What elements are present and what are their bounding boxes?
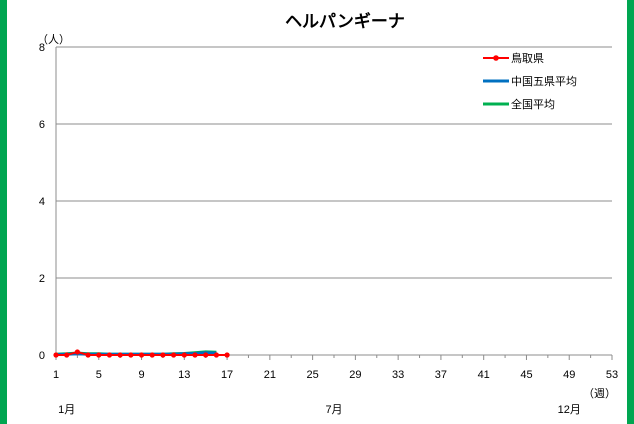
y-tick-label-4: 8 [39,42,45,54]
x-tick-label-8: 33 [392,369,404,381]
x-axis-unit-label: （週） [583,387,616,400]
series-0-point-8 [138,352,145,358]
series-0-point-11 [171,352,177,358]
series-0-point-9 [149,352,155,358]
chart-title: ヘルパンギーナ [285,12,405,31]
y-tick-label-2: 4 [39,196,45,208]
x-tick-label-6: 25 [306,369,318,381]
x-tick-label-5: 21 [264,369,276,381]
legend-label-1: 中国五県平均 [511,75,577,88]
x-tick-label-3: 13 [178,369,190,381]
x-tick-label-10: 41 [478,369,490,381]
series-0-point-15 [213,352,219,358]
legend-marker-0 [493,55,499,61]
x-tick-label-11: 45 [520,369,532,381]
y-tick-label-3: 6 [39,119,45,131]
y-axis-unit-label: （人） [37,33,70,46]
chart: ヘルパンギーナ （人） （週） 0 2 4 6 8 1 5 9 13 17 21 25 29 33 37 41… [37,12,618,416]
month-label-1: 7月 [325,404,342,416]
series-0-point-12 [181,352,187,358]
series-0-point-4 [96,352,102,358]
series-0-point-14 [203,352,209,358]
legend-label-2: 全国平均 [511,97,555,111]
month-label-0: 1月 [58,404,75,416]
series-0-point-6 [117,352,123,358]
series [53,349,230,358]
series-0-point-3 [85,352,91,358]
series-0-point-1 [64,352,70,358]
x-tick-label-9: 37 [435,369,447,381]
month-label-2: 12月 [558,404,581,416]
x-tick-label-0: 1 [53,369,59,381]
series-0-point-2 [74,349,80,355]
x-tick-label-13: 53 [606,369,618,381]
series-0-point-5 [106,352,113,358]
legend-label-0: 鳥取県 [511,51,544,65]
x-tick-label-2: 9 [138,369,144,381]
x-tick-label-7: 29 [349,369,361,381]
x-tick-label-4: 17 [221,369,233,381]
series-0-point-7 [128,352,134,358]
y-tick-label-0: 0 [39,350,45,362]
x-tick-label-1: 5 [96,369,102,381]
y-tick-label-1: 2 [39,273,45,285]
series-0-point-13 [192,352,198,358]
x-tick-label-12: 49 [563,369,575,381]
grid [56,46,612,279]
series-0-point-16 [224,352,230,358]
series-0-point-0 [53,352,59,358]
series-0-point-10 [160,352,166,358]
